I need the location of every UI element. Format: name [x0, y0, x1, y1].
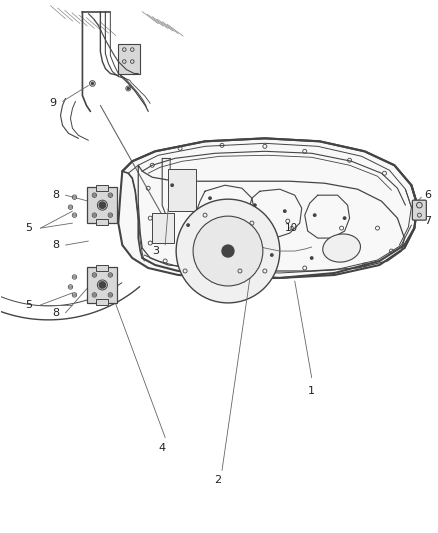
Text: 5: 5: [25, 223, 32, 233]
Circle shape: [209, 197, 211, 199]
Text: 8: 8: [52, 190, 59, 200]
Bar: [88, 187, 117, 223]
Circle shape: [70, 286, 71, 288]
Polygon shape: [118, 139, 417, 278]
Ellipse shape: [323, 234, 360, 262]
Bar: [96, 299, 108, 305]
Text: 5: 5: [25, 300, 32, 310]
Circle shape: [222, 245, 234, 257]
Text: 7: 7: [424, 216, 431, 226]
Circle shape: [311, 257, 313, 259]
Bar: [96, 219, 108, 225]
Bar: [152, 213, 174, 243]
Bar: [96, 265, 108, 271]
Circle shape: [271, 254, 273, 256]
Circle shape: [93, 274, 95, 276]
Circle shape: [109, 214, 112, 216]
Bar: [118, 44, 140, 74]
Circle shape: [74, 196, 75, 198]
Circle shape: [74, 294, 75, 296]
Text: 8: 8: [52, 240, 59, 250]
Circle shape: [193, 216, 263, 286]
Text: 6: 6: [424, 190, 431, 200]
Circle shape: [283, 210, 286, 212]
Circle shape: [254, 204, 256, 206]
Text: 9: 9: [49, 99, 56, 108]
Circle shape: [99, 282, 106, 288]
Bar: [96, 185, 108, 191]
Text: 3: 3: [152, 246, 159, 256]
Circle shape: [187, 224, 189, 227]
Circle shape: [74, 214, 75, 216]
Text: 4: 4: [159, 442, 166, 453]
Circle shape: [127, 87, 129, 90]
Circle shape: [70, 206, 71, 208]
Circle shape: [176, 199, 280, 303]
Bar: [168, 169, 196, 211]
Text: 10: 10: [285, 223, 298, 233]
Circle shape: [109, 274, 112, 276]
Circle shape: [92, 83, 93, 84]
Text: 1: 1: [308, 386, 315, 395]
Circle shape: [109, 194, 112, 196]
Circle shape: [74, 276, 75, 278]
Circle shape: [171, 184, 173, 187]
Circle shape: [93, 294, 95, 296]
FancyBboxPatch shape: [413, 200, 426, 220]
Circle shape: [93, 214, 95, 216]
Circle shape: [343, 217, 346, 219]
Bar: [88, 267, 117, 303]
Text: 2: 2: [215, 475, 222, 486]
Circle shape: [93, 194, 95, 196]
Circle shape: [109, 294, 112, 296]
Text: 8: 8: [52, 308, 59, 318]
Circle shape: [99, 202, 106, 208]
Circle shape: [314, 214, 316, 216]
